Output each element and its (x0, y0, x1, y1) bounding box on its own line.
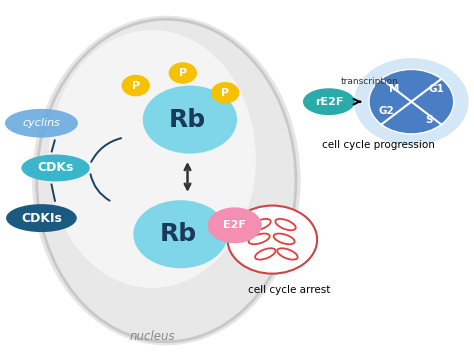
Text: G2: G2 (379, 106, 395, 116)
Text: M: M (389, 84, 399, 93)
Circle shape (369, 69, 454, 134)
Ellipse shape (48, 30, 256, 288)
Text: nucleus: nucleus (129, 330, 175, 343)
Circle shape (169, 62, 197, 84)
Circle shape (121, 75, 150, 96)
Ellipse shape (5, 109, 78, 138)
Text: P: P (221, 88, 229, 98)
Ellipse shape (6, 204, 77, 232)
Text: cyclins: cyclins (22, 118, 60, 128)
Text: P: P (179, 68, 187, 78)
Text: P: P (132, 81, 140, 91)
Ellipse shape (143, 86, 237, 154)
Circle shape (228, 205, 317, 274)
Circle shape (211, 82, 239, 104)
Ellipse shape (133, 200, 228, 268)
Text: Rb: Rb (160, 222, 197, 246)
Ellipse shape (32, 16, 301, 345)
Text: CDKIs: CDKIs (21, 212, 62, 225)
Text: G1: G1 (428, 84, 444, 93)
Text: CDKs: CDKs (37, 161, 74, 174)
Ellipse shape (36, 19, 296, 342)
Ellipse shape (208, 207, 262, 243)
Text: E2F: E2F (223, 220, 246, 230)
Text: S: S (425, 116, 432, 125)
Circle shape (354, 58, 469, 145)
Text: Rb: Rb (169, 108, 206, 132)
Text: cell cycle arrest: cell cycle arrest (247, 285, 330, 295)
Ellipse shape (303, 88, 355, 115)
Text: transcription: transcription (341, 78, 399, 87)
Text: cell cycle progression: cell cycle progression (322, 140, 435, 150)
Ellipse shape (21, 155, 90, 181)
Text: rE2F: rE2F (315, 97, 343, 107)
